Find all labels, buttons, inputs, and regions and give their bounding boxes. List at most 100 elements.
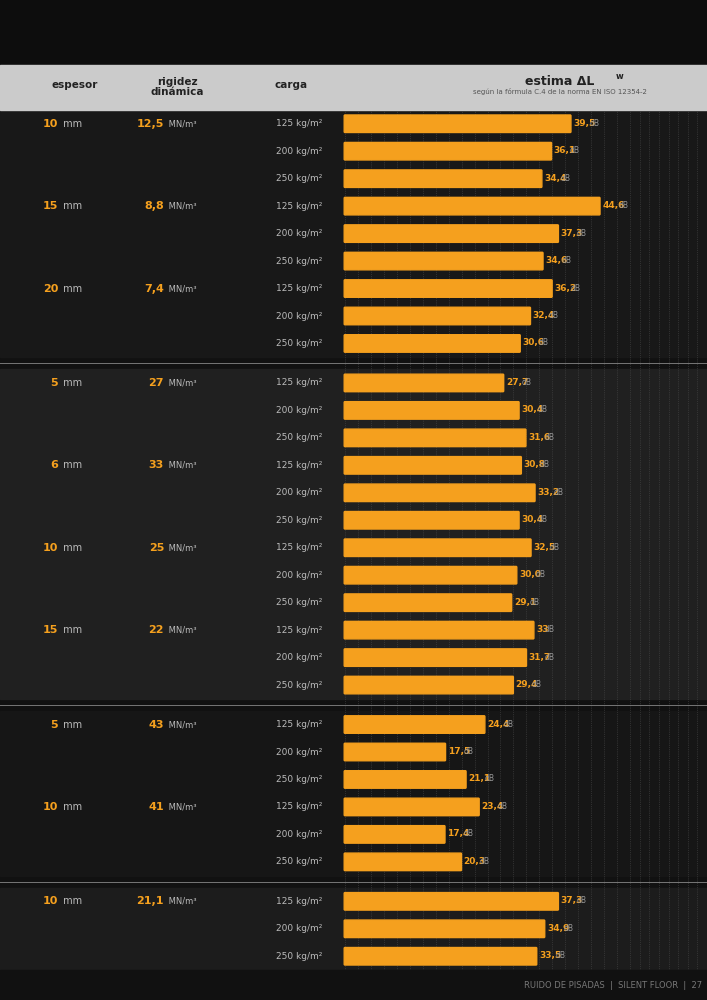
Text: 125 kg/m²: 125 kg/m² xyxy=(276,461,322,470)
Text: 30,0: 30,0 xyxy=(519,570,541,579)
Text: dB: dB xyxy=(560,174,571,183)
Text: 200 kg/m²: 200 kg/m² xyxy=(276,653,322,662)
FancyBboxPatch shape xyxy=(344,484,535,502)
FancyBboxPatch shape xyxy=(344,594,512,611)
Text: MN/m³: MN/m³ xyxy=(166,202,197,211)
FancyBboxPatch shape xyxy=(344,948,537,965)
Text: 21,1: 21,1 xyxy=(136,896,164,906)
Text: dB: dB xyxy=(544,433,554,442)
Text: 15: 15 xyxy=(42,625,58,635)
Text: 7,4: 7,4 xyxy=(144,284,164,294)
Text: 125 kg/m²: 125 kg/m² xyxy=(276,720,322,729)
FancyBboxPatch shape xyxy=(344,225,559,242)
Text: dB: dB xyxy=(522,378,532,387)
Text: dB: dB xyxy=(590,119,600,128)
Text: 5: 5 xyxy=(50,378,58,388)
Text: 250 kg/m²: 250 kg/m² xyxy=(276,681,322,690)
Text: espesor: espesor xyxy=(52,80,98,90)
Text: 44,6: 44,6 xyxy=(602,201,624,210)
Text: 31,6: 31,6 xyxy=(528,433,550,442)
FancyBboxPatch shape xyxy=(344,539,531,556)
FancyBboxPatch shape xyxy=(344,252,543,270)
Text: 20: 20 xyxy=(42,284,58,294)
Text: dB: dB xyxy=(503,720,513,729)
Text: 43: 43 xyxy=(148,720,164,730)
Bar xyxy=(0,888,707,970)
Text: mm: mm xyxy=(60,378,82,388)
FancyBboxPatch shape xyxy=(344,798,479,816)
Text: 125 kg/m²: 125 kg/m² xyxy=(276,897,322,906)
FancyBboxPatch shape xyxy=(344,197,600,215)
Text: 5: 5 xyxy=(50,720,58,730)
Text: 33,2: 33,2 xyxy=(537,488,559,497)
Bar xyxy=(0,65,707,110)
Text: dB: dB xyxy=(563,924,573,933)
Text: MN/m³: MN/m³ xyxy=(166,720,197,729)
Text: dB: dB xyxy=(570,146,580,155)
Text: dB: dB xyxy=(537,405,547,414)
Text: 32,4: 32,4 xyxy=(532,311,555,320)
FancyBboxPatch shape xyxy=(344,920,544,938)
FancyBboxPatch shape xyxy=(344,170,542,187)
Text: 200 kg/m²: 200 kg/m² xyxy=(276,312,322,321)
Bar xyxy=(0,711,707,876)
Text: 30,8: 30,8 xyxy=(524,460,546,469)
Text: 30,4: 30,4 xyxy=(521,515,544,524)
Text: 32,5: 32,5 xyxy=(533,543,556,552)
Bar xyxy=(0,110,707,357)
FancyBboxPatch shape xyxy=(344,716,485,733)
Text: 27: 27 xyxy=(148,378,164,388)
FancyBboxPatch shape xyxy=(344,826,445,843)
Text: 24,4: 24,4 xyxy=(487,720,510,729)
Text: dB: dB xyxy=(545,653,555,662)
Text: MN/m³: MN/m³ xyxy=(166,461,197,470)
Text: dB: dB xyxy=(498,802,508,811)
Text: dB: dB xyxy=(577,896,587,905)
Text: 30,4: 30,4 xyxy=(521,405,544,414)
Text: según la fórmula C.4 de la norma EN ISO 12354-2: según la fórmula C.4 de la norma EN ISO … xyxy=(473,88,647,95)
FancyBboxPatch shape xyxy=(344,853,462,871)
Text: 6: 6 xyxy=(50,460,58,470)
Text: 15: 15 xyxy=(42,201,58,211)
FancyBboxPatch shape xyxy=(344,621,534,639)
Text: mm: mm xyxy=(60,460,82,470)
Text: carga: carga xyxy=(274,80,308,90)
Text: mm: mm xyxy=(60,543,82,553)
Text: 12,5: 12,5 xyxy=(136,119,164,129)
Text: MN/m³: MN/m³ xyxy=(166,284,197,293)
Text: mm: mm xyxy=(60,119,82,129)
Text: dB: dB xyxy=(539,460,550,469)
FancyBboxPatch shape xyxy=(344,512,519,529)
Text: 125 kg/m²: 125 kg/m² xyxy=(276,802,322,811)
FancyBboxPatch shape xyxy=(344,280,552,297)
Text: mm: mm xyxy=(60,720,82,730)
Text: dB: dB xyxy=(463,829,474,838)
FancyBboxPatch shape xyxy=(344,115,571,132)
Text: estima ΔL: estima ΔL xyxy=(525,75,595,88)
Text: 125 kg/m²: 125 kg/m² xyxy=(276,202,322,211)
FancyBboxPatch shape xyxy=(344,142,551,160)
Text: 22: 22 xyxy=(148,625,164,635)
Text: 34,4: 34,4 xyxy=(544,174,566,183)
Text: 34,6: 34,6 xyxy=(545,256,568,265)
Text: dB: dB xyxy=(539,338,549,347)
Text: MN/m³: MN/m³ xyxy=(166,119,197,128)
Text: 31,7: 31,7 xyxy=(529,653,551,662)
FancyBboxPatch shape xyxy=(344,307,530,325)
Text: 20,3: 20,3 xyxy=(464,857,486,866)
Text: 21,1: 21,1 xyxy=(468,774,491,783)
Text: 30,6: 30,6 xyxy=(522,338,544,347)
FancyBboxPatch shape xyxy=(344,649,527,666)
Text: mm: mm xyxy=(60,625,82,635)
Text: 10: 10 xyxy=(42,119,58,129)
Text: 27,7: 27,7 xyxy=(506,378,528,387)
Text: mm: mm xyxy=(60,802,82,812)
Text: dB: dB xyxy=(561,256,571,265)
Text: dB: dB xyxy=(480,857,490,866)
Text: dB: dB xyxy=(549,543,559,552)
Text: 39,5: 39,5 xyxy=(573,119,595,128)
Text: 250 kg/m²: 250 kg/m² xyxy=(276,775,322,784)
Text: 125 kg/m²: 125 kg/m² xyxy=(276,378,322,387)
Text: mm: mm xyxy=(60,201,82,211)
FancyBboxPatch shape xyxy=(344,457,521,474)
